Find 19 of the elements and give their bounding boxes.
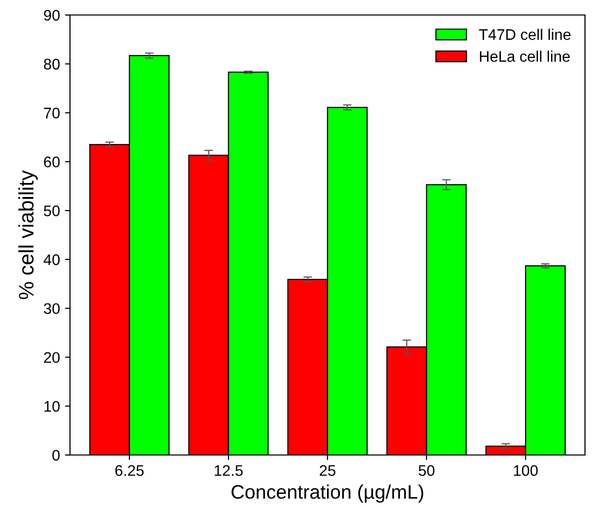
- legend-label: T47D cell line: [479, 28, 571, 40]
- y-tick-label: 40: [44, 254, 60, 266]
- x-tick-label: 12.5: [214, 465, 243, 476]
- x-tick-label: 100: [514, 465, 538, 476]
- x-tick-label: 25: [320, 465, 336, 476]
- x-tick-label: 50: [418, 465, 434, 476]
- y-tick-label: 20: [44, 352, 60, 363]
- y-tick-label: 10: [44, 400, 60, 412]
- y-tick-label: 30: [44, 303, 60, 314]
- y-tick-label: 80: [44, 58, 60, 70]
- y-tick-label: 0: [52, 450, 60, 461]
- y-tick-label: 90: [44, 10, 60, 21]
- x-axis-title: Concentration (µg/mL): [232, 484, 424, 503]
- y-tick-label: 50: [44, 205, 60, 216]
- legend-label: HeLa cell line: [480, 50, 570, 62]
- y-axis-title: % cell viability: [18, 170, 38, 300]
- x-tick-label: 6.25: [115, 465, 144, 476]
- y-tick-label: 70: [44, 108, 60, 118]
- y-tick-label: 60: [44, 156, 60, 168]
